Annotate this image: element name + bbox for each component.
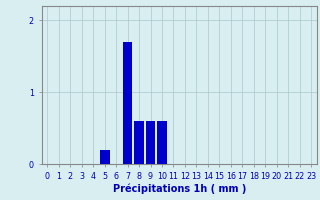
Bar (157, 121, 167, 164)
X-axis label: Précipitations 1h ( mm ): Précipitations 1h ( mm ) (113, 183, 246, 194)
Bar (100, 150, 109, 164)
Bar (134, 121, 144, 164)
Bar (146, 121, 156, 164)
Bar (123, 42, 132, 164)
